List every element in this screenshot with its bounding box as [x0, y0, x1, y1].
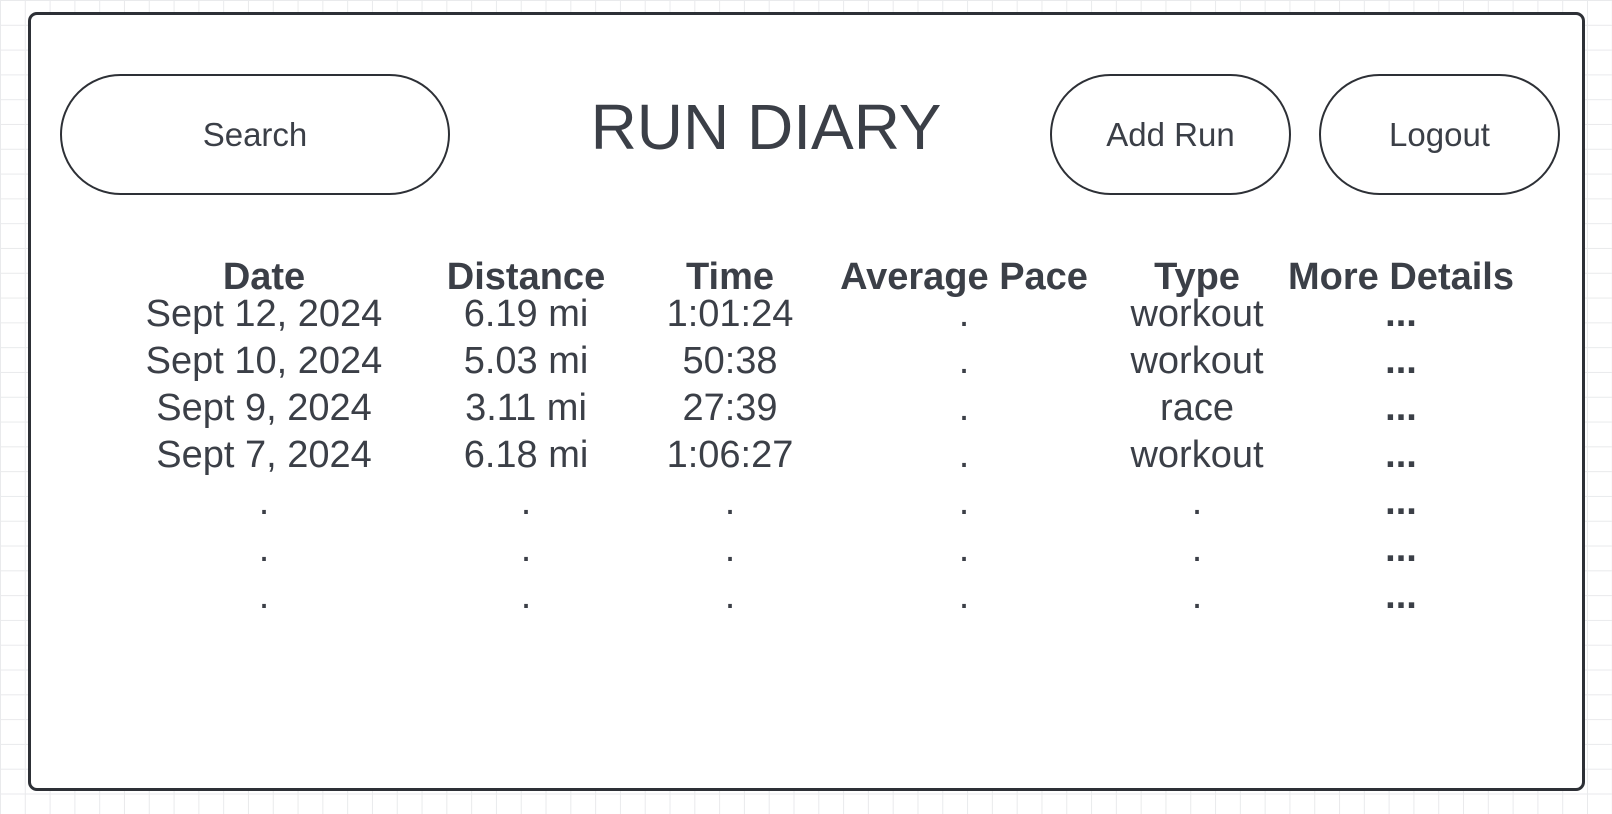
more-details-link[interactable]: ...: [1385, 528, 1417, 570]
cell-distance: 6.18 mi: [463, 434, 589, 476]
cell-type: .: [1191, 575, 1203, 617]
cell-time: .: [724, 528, 736, 570]
add-run-button-label: Add Run: [1106, 115, 1235, 153]
cell-type: workout: [1130, 340, 1264, 382]
cell-distance: 5.03 mi: [463, 340, 589, 382]
more-details-link[interactable]: ...: [1385, 481, 1417, 523]
more-details-link[interactable]: ...: [1385, 575, 1417, 617]
cell-time: .: [724, 575, 736, 617]
cell-date: Sept 12, 2024: [145, 293, 383, 335]
cell-distance: .: [520, 481, 532, 523]
search-button-label: Search: [202, 115, 308, 153]
cell-average-pace: .: [958, 340, 970, 382]
column-header-date: Date: [222, 256, 306, 298]
cell-date: .: [258, 481, 270, 523]
cell-time: 50:38: [682, 340, 778, 382]
more-details-link[interactable]: ...: [1385, 340, 1417, 382]
column-header-more-details: More Details: [1288, 256, 1514, 298]
cell-average-pace: .: [958, 293, 970, 335]
add-run-button[interactable]: Add Run: [1050, 74, 1291, 195]
cell-date: .: [258, 575, 270, 617]
cell-date: Sept 9, 2024: [156, 387, 372, 429]
search-button[interactable]: Search: [60, 74, 450, 195]
more-details-link[interactable]: ...: [1385, 434, 1417, 476]
cell-average-pace: .: [958, 434, 970, 476]
column-header-time: Time: [685, 256, 775, 298]
logout-button[interactable]: Logout: [1319, 74, 1560, 195]
cell-type: workout: [1130, 293, 1264, 335]
more-details-link[interactable]: ...: [1385, 293, 1417, 335]
cell-time: .: [724, 481, 736, 523]
cell-distance: 3.11 mi: [465, 387, 587, 429]
cell-average-pace: .: [958, 387, 970, 429]
cell-type: .: [1191, 481, 1203, 523]
cell-type: race: [1160, 387, 1234, 429]
cell-average-pace: .: [958, 575, 970, 617]
logout-button-label: Logout: [1389, 115, 1490, 153]
cell-distance: .: [520, 528, 532, 570]
cell-time: 1:06:27: [666, 434, 794, 476]
app-frame: Search RUN DIARY Add Run Logout Date Dis…: [28, 12, 1585, 791]
cell-date: Sept 7, 2024: [156, 434, 372, 476]
column-header-type: Type: [1154, 256, 1240, 298]
cell-time: 27:39: [682, 387, 778, 429]
cell-date: .: [258, 528, 270, 570]
more-details-link[interactable]: ...: [1385, 387, 1417, 429]
cell-distance: 6.19 mi: [463, 293, 589, 335]
page-title: RUN DIARY: [590, 91, 942, 163]
cell-type: workout: [1130, 434, 1264, 476]
column-header-distance: Distance: [446, 256, 606, 298]
cell-average-pace: .: [958, 481, 970, 523]
cell-time: 1:01:24: [666, 293, 794, 335]
cell-distance: .: [520, 575, 532, 617]
cell-average-pace: .: [958, 528, 970, 570]
column-header-average-pace: Average Pace: [840, 256, 1088, 298]
cell-type: .: [1191, 528, 1203, 570]
cell-date: Sept 10, 2024: [145, 340, 383, 382]
